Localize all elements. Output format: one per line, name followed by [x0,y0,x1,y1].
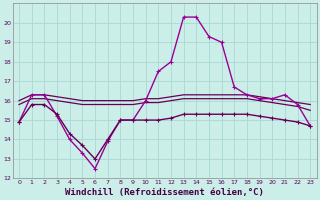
X-axis label: Windchill (Refroidissement éolien,°C): Windchill (Refroidissement éolien,°C) [65,188,264,197]
